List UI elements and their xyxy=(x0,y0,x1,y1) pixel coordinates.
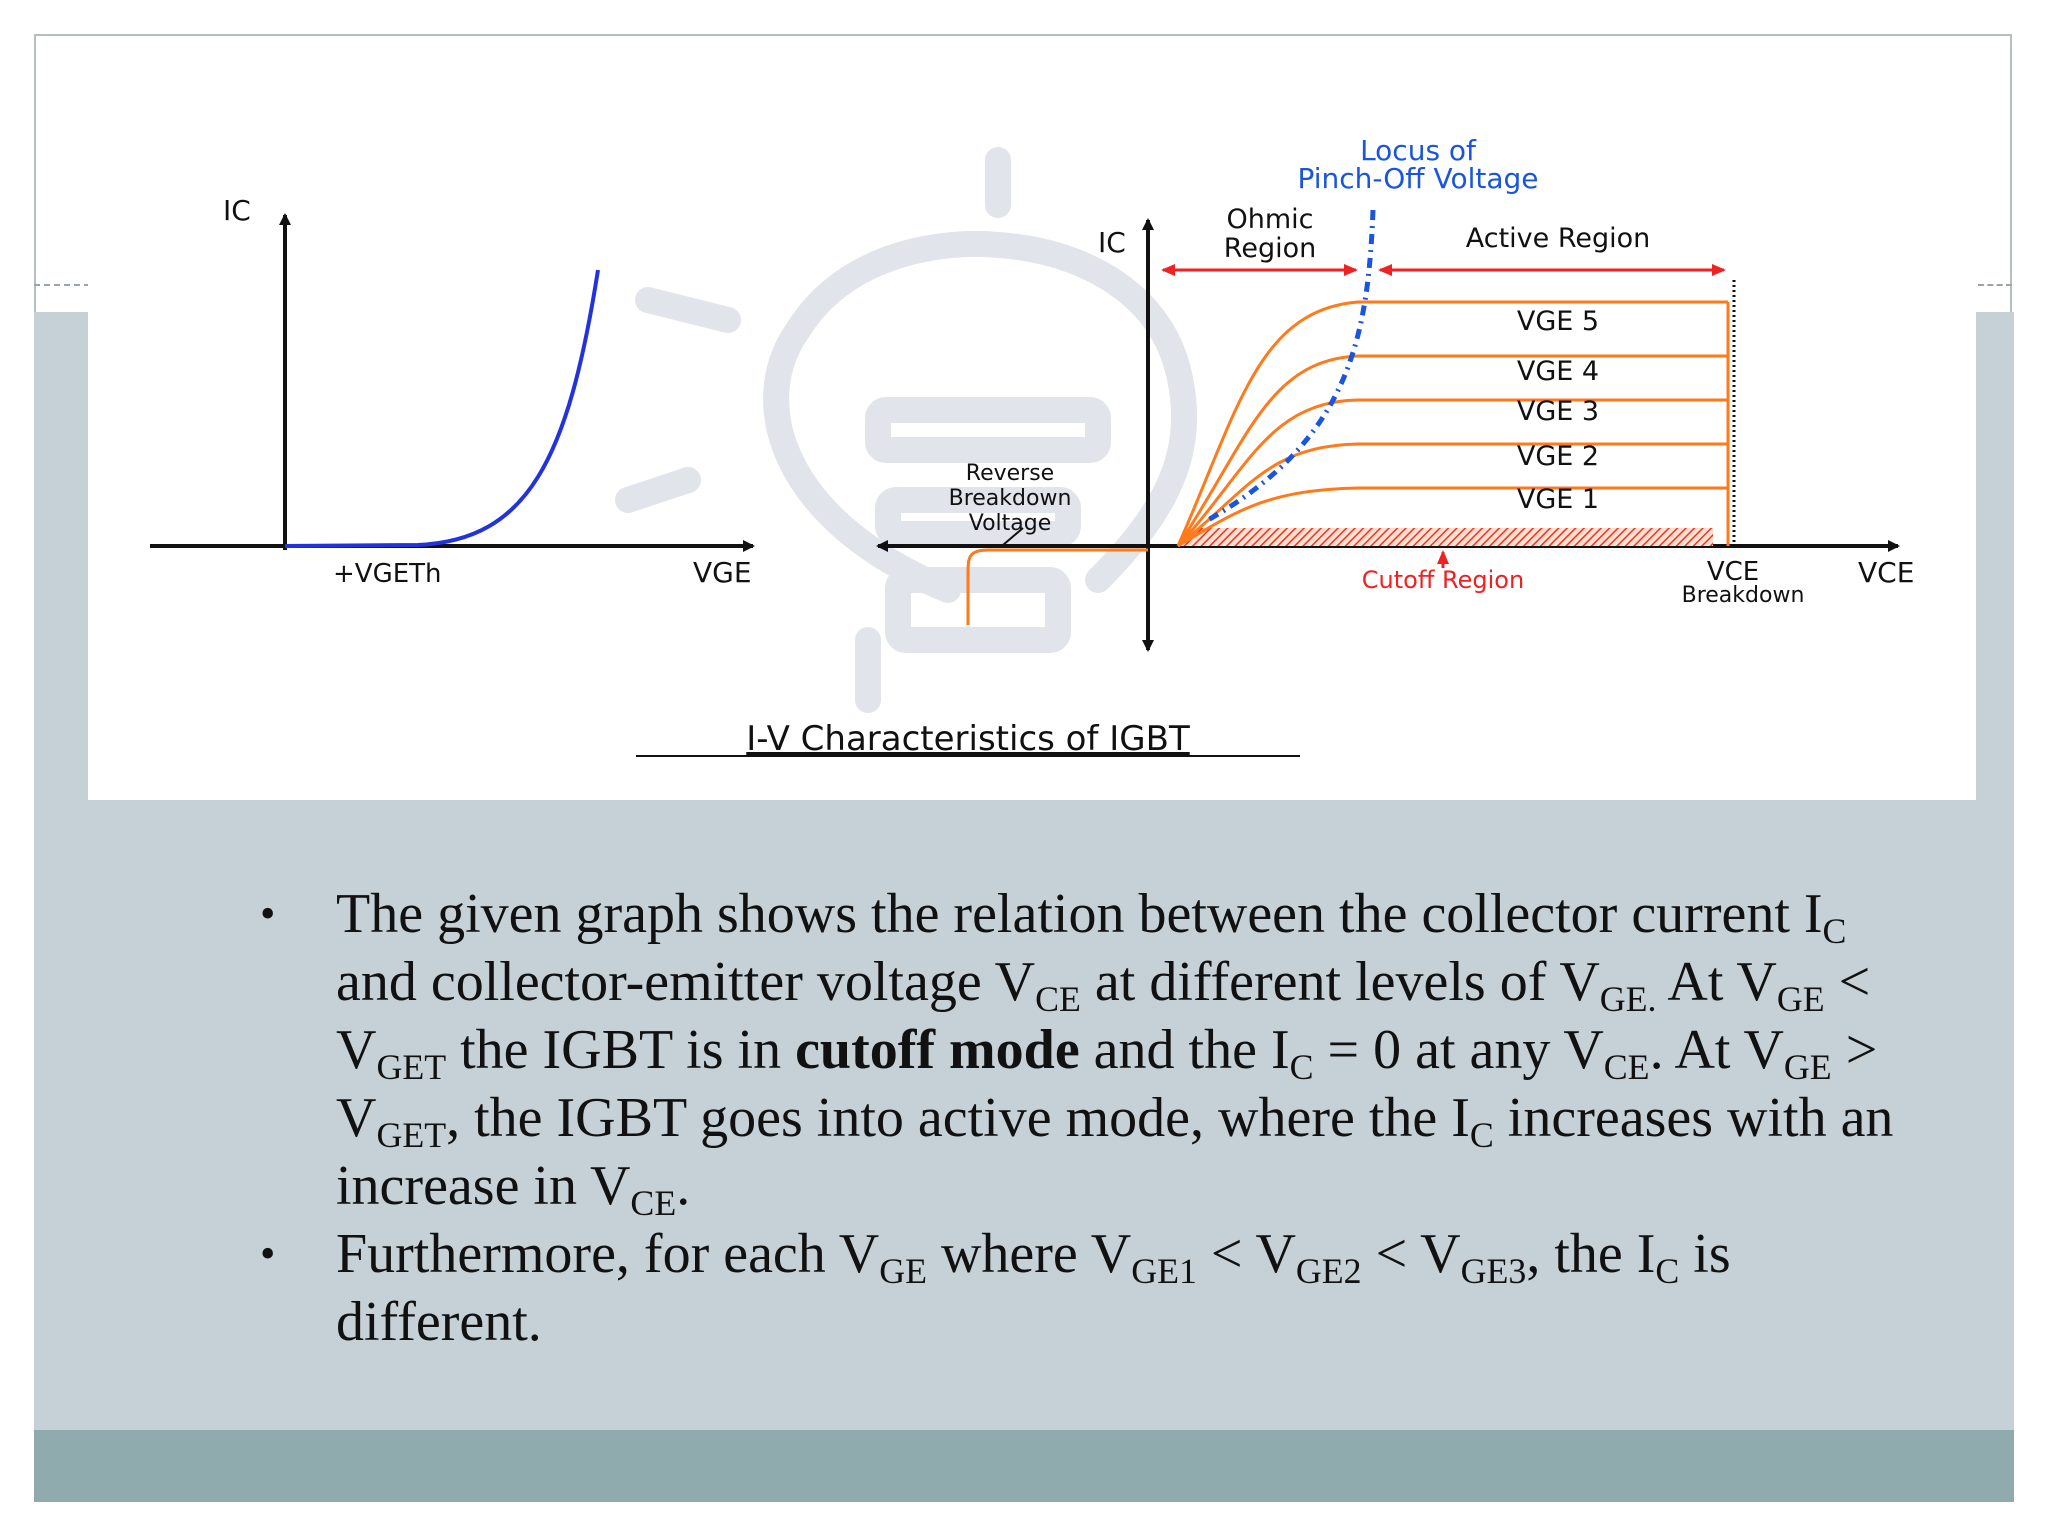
reverse-pointer xyxy=(1002,527,1024,546)
left-x-label: VGE xyxy=(693,556,752,589)
ohmic-label-line2: Region xyxy=(1224,233,1316,264)
subscript-text: C xyxy=(1822,910,1847,951)
text-run: . xyxy=(676,1155,691,1217)
text-run: > V xyxy=(336,1019,1878,1149)
text-run: . At V xyxy=(1649,1019,1784,1081)
breakdown-label-line1: VCE xyxy=(1707,557,1759,587)
active-region-label: Active Region xyxy=(1466,223,1651,254)
text-run: , the I xyxy=(1526,1223,1656,1285)
curve-vge4 xyxy=(1176,354,1728,547)
curve-label-vge5: VGE 5 xyxy=(1517,306,1599,337)
divider-left xyxy=(34,284,90,286)
subscript-text: C xyxy=(1469,1114,1494,1155)
breakdown-label-line2: Breakdown xyxy=(1682,583,1805,608)
bullet-marker: • xyxy=(260,889,276,938)
curve-vge2 xyxy=(1177,442,1728,548)
text-run: Furthermore, for each V xyxy=(336,1223,880,1285)
lightbulb-watermark-icon xyxy=(615,147,1198,713)
transfer-curve xyxy=(284,269,600,548)
text-run: = 0 at any V xyxy=(1313,1019,1604,1081)
igbt-diagram: IC +VGETh VGE xyxy=(150,134,1914,759)
bullet-text-2: Furthermore, for each VGE where VGE1 < V… xyxy=(336,1220,1920,1356)
text-run: the IGBT is in xyxy=(446,1019,796,1081)
curve-vge5 xyxy=(1176,300,1728,547)
transfer-characteristic: IC +VGETh VGE xyxy=(150,194,755,589)
divider-right xyxy=(1978,284,2012,286)
locus-label-line2: Pinch-Off Voltage xyxy=(1297,162,1538,195)
subscript-text: GE3 xyxy=(1460,1250,1527,1291)
output-curves xyxy=(966,300,1730,625)
subscript-text: GE xyxy=(1776,978,1825,1019)
reverse-label-line2: Breakdown xyxy=(949,486,1072,511)
reverse-label-line3: Voltage xyxy=(969,511,1052,536)
cutoff-region-hatch xyxy=(1178,528,1713,546)
text-run: < V xyxy=(336,951,1871,1081)
bold-text: cutoff mode xyxy=(795,1019,1080,1081)
subscript-text: GE xyxy=(1783,1046,1832,1087)
text-run: < V xyxy=(1361,1223,1461,1285)
cutoff-region-label: Cutoff Region xyxy=(1362,566,1524,594)
bullet-list: • The given graph shows the relation bet… xyxy=(260,880,1920,1356)
curve-label-vge2: VGE 2 xyxy=(1517,441,1599,472)
footer-bar xyxy=(34,1430,2014,1502)
right-x-label: VCE xyxy=(1858,556,1914,589)
curve-label-vge4: VGE 4 xyxy=(1517,356,1599,387)
bullet-marker: • xyxy=(260,1229,276,1278)
text-run: , the IGBT goes into active mode, where … xyxy=(446,1087,1470,1149)
subscript-text: CE xyxy=(630,1182,677,1223)
subscript-text: CE xyxy=(1603,1046,1650,1087)
text-run: and the I xyxy=(1079,1019,1290,1081)
bullet-text-1: The given graph shows the relation betwe… xyxy=(336,880,1920,1223)
text-run: increases with an increase in V xyxy=(336,1087,1894,1217)
subscript-text: GET xyxy=(376,1114,447,1155)
subscript-text: GE1 xyxy=(1131,1250,1197,1291)
threshold-label: +VGETh xyxy=(333,559,442,589)
subscript-text: C xyxy=(1655,1250,1680,1291)
text-run: At V xyxy=(1656,951,1777,1013)
curve-label-vge3: VGE 3 xyxy=(1517,396,1599,427)
right-y-label: IC xyxy=(1098,226,1126,259)
bullet-item-2: • Furthermore, for each VGE where VGE1 <… xyxy=(260,1220,1920,1356)
subscript-text: GE. xyxy=(1599,978,1657,1019)
text-run: and collector-emitter voltage V xyxy=(336,951,1036,1013)
curve-label-vge1: VGE 1 xyxy=(1517,484,1599,515)
output-characteristics: IC VCE Locus of Pinch-Off Voltage Ohmic … xyxy=(876,134,1914,652)
subscript-text: CE xyxy=(1035,978,1081,1019)
reverse-label-line1: Reverse xyxy=(966,461,1054,486)
text-run: is different. xyxy=(336,1223,1731,1353)
igbt-iv-figure: IC +VGETh VGE xyxy=(88,80,1976,800)
curve-vge1 xyxy=(1177,486,1728,548)
text-run: The given graph shows the relation betwe… xyxy=(336,883,1823,945)
text-run: where V xyxy=(926,1223,1132,1285)
subscript-text: C xyxy=(1289,1046,1314,1087)
text-run: at different levels of V xyxy=(1080,951,1600,1013)
diagram-title: I-V Characteristics of IGBT xyxy=(746,719,1190,759)
left-y-label: IC xyxy=(223,194,251,227)
subscript-text: GE2 xyxy=(1295,1250,1362,1291)
text-run: < V xyxy=(1196,1223,1296,1285)
subscript-text: GET xyxy=(376,1046,447,1087)
subscript-text: GE xyxy=(879,1250,927,1291)
bullet-item-1: • The given graph shows the relation bet… xyxy=(260,880,1920,1223)
ohmic-label-line1: Ohmic xyxy=(1226,204,1313,235)
curve-vge3 xyxy=(1176,398,1728,548)
pinch-off-locus xyxy=(1206,209,1376,523)
reverse-breakdown-curve xyxy=(966,548,1148,625)
locus-label-line1: Locus of xyxy=(1360,134,1477,167)
